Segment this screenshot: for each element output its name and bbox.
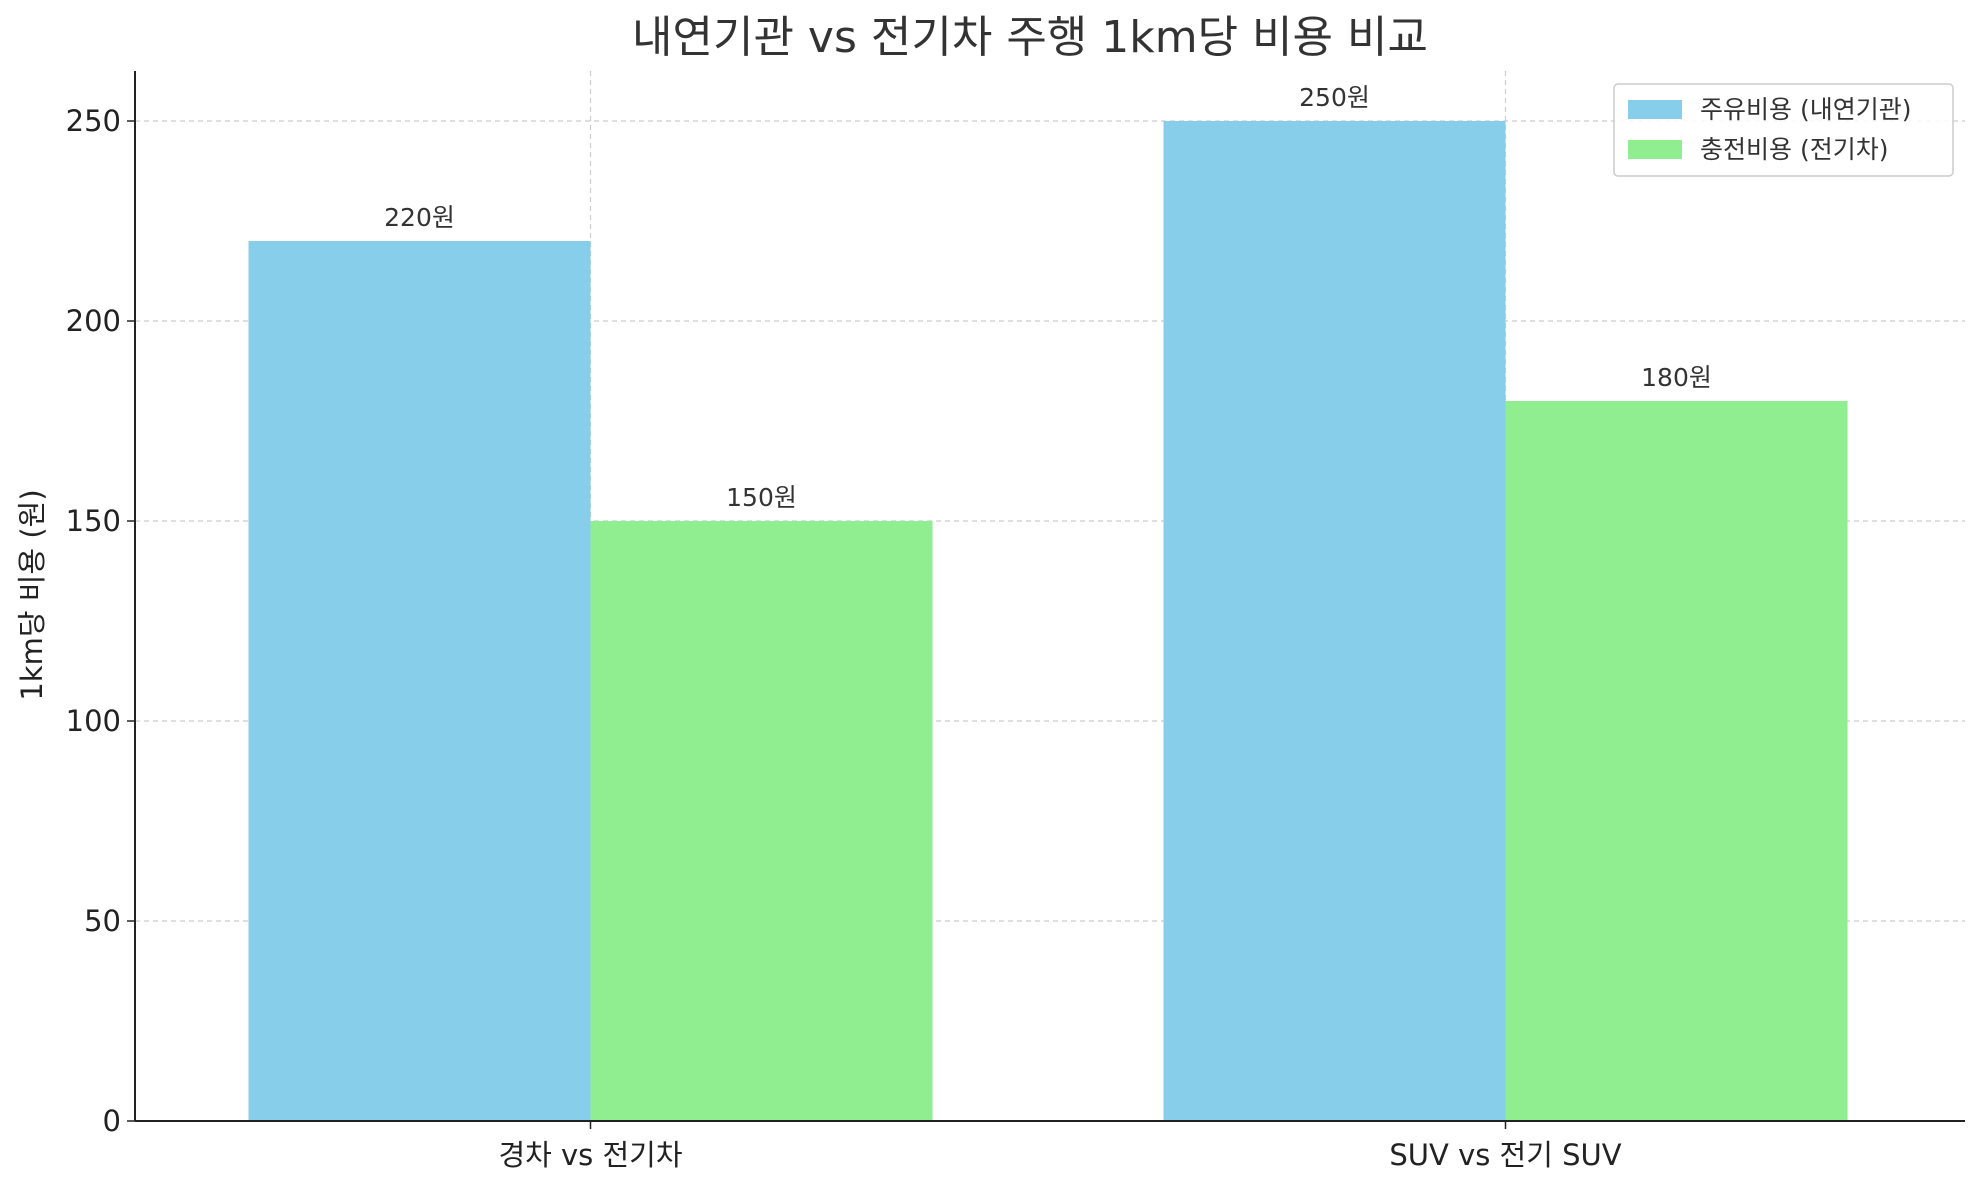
x-tick-label: SUV vs 전기 SUV [1389, 1138, 1621, 1172]
legend-label-charge: 충전비용 (전기차) [1700, 135, 1888, 164]
data-label: 180원 [1641, 363, 1712, 392]
legend-label-fuel: 주유비용 (내연기관) [1700, 95, 1911, 124]
bar [248, 241, 591, 1121]
x-tick-label: 경차 vs 전기차 [498, 1138, 682, 1172]
y-tick-label: 200 [66, 304, 121, 338]
data-labels: 220원 250원 150원 180원 [384, 83, 1712, 512]
bar [590, 521, 933, 1121]
data-label: 150원 [726, 483, 797, 512]
bar [1163, 121, 1506, 1121]
y-axis-label: 1km당 비용 (원) [15, 489, 49, 700]
y-tick-label: 250 [66, 104, 121, 138]
data-label: 220원 [384, 203, 455, 232]
legend-box [1613, 83, 1954, 177]
y-tick-label: 0 [103, 1104, 121, 1138]
bars [248, 121, 1848, 1121]
axes: 0 50 100 150 200 250 경차 vs 전기차 SUV vs 전기 SUV [66, 71, 1965, 1172]
y-tick-label: 100 [66, 704, 121, 738]
legend-swatch-fuel [1628, 100, 1682, 119]
legend-swatch-charge [1628, 140, 1682, 159]
y-tick-label: 50 [84, 904, 121, 938]
bar [1505, 401, 1848, 1121]
chart-title: 내연기관 vs 전기차 주행 1km당 비용 비교 [632, 12, 1428, 63]
legend: 주유비용 (내연기관) 충전비용 (전기차) [1613, 83, 1954, 177]
y-tick-label: 150 [66, 504, 121, 538]
data-label: 250원 [1299, 83, 1370, 112]
